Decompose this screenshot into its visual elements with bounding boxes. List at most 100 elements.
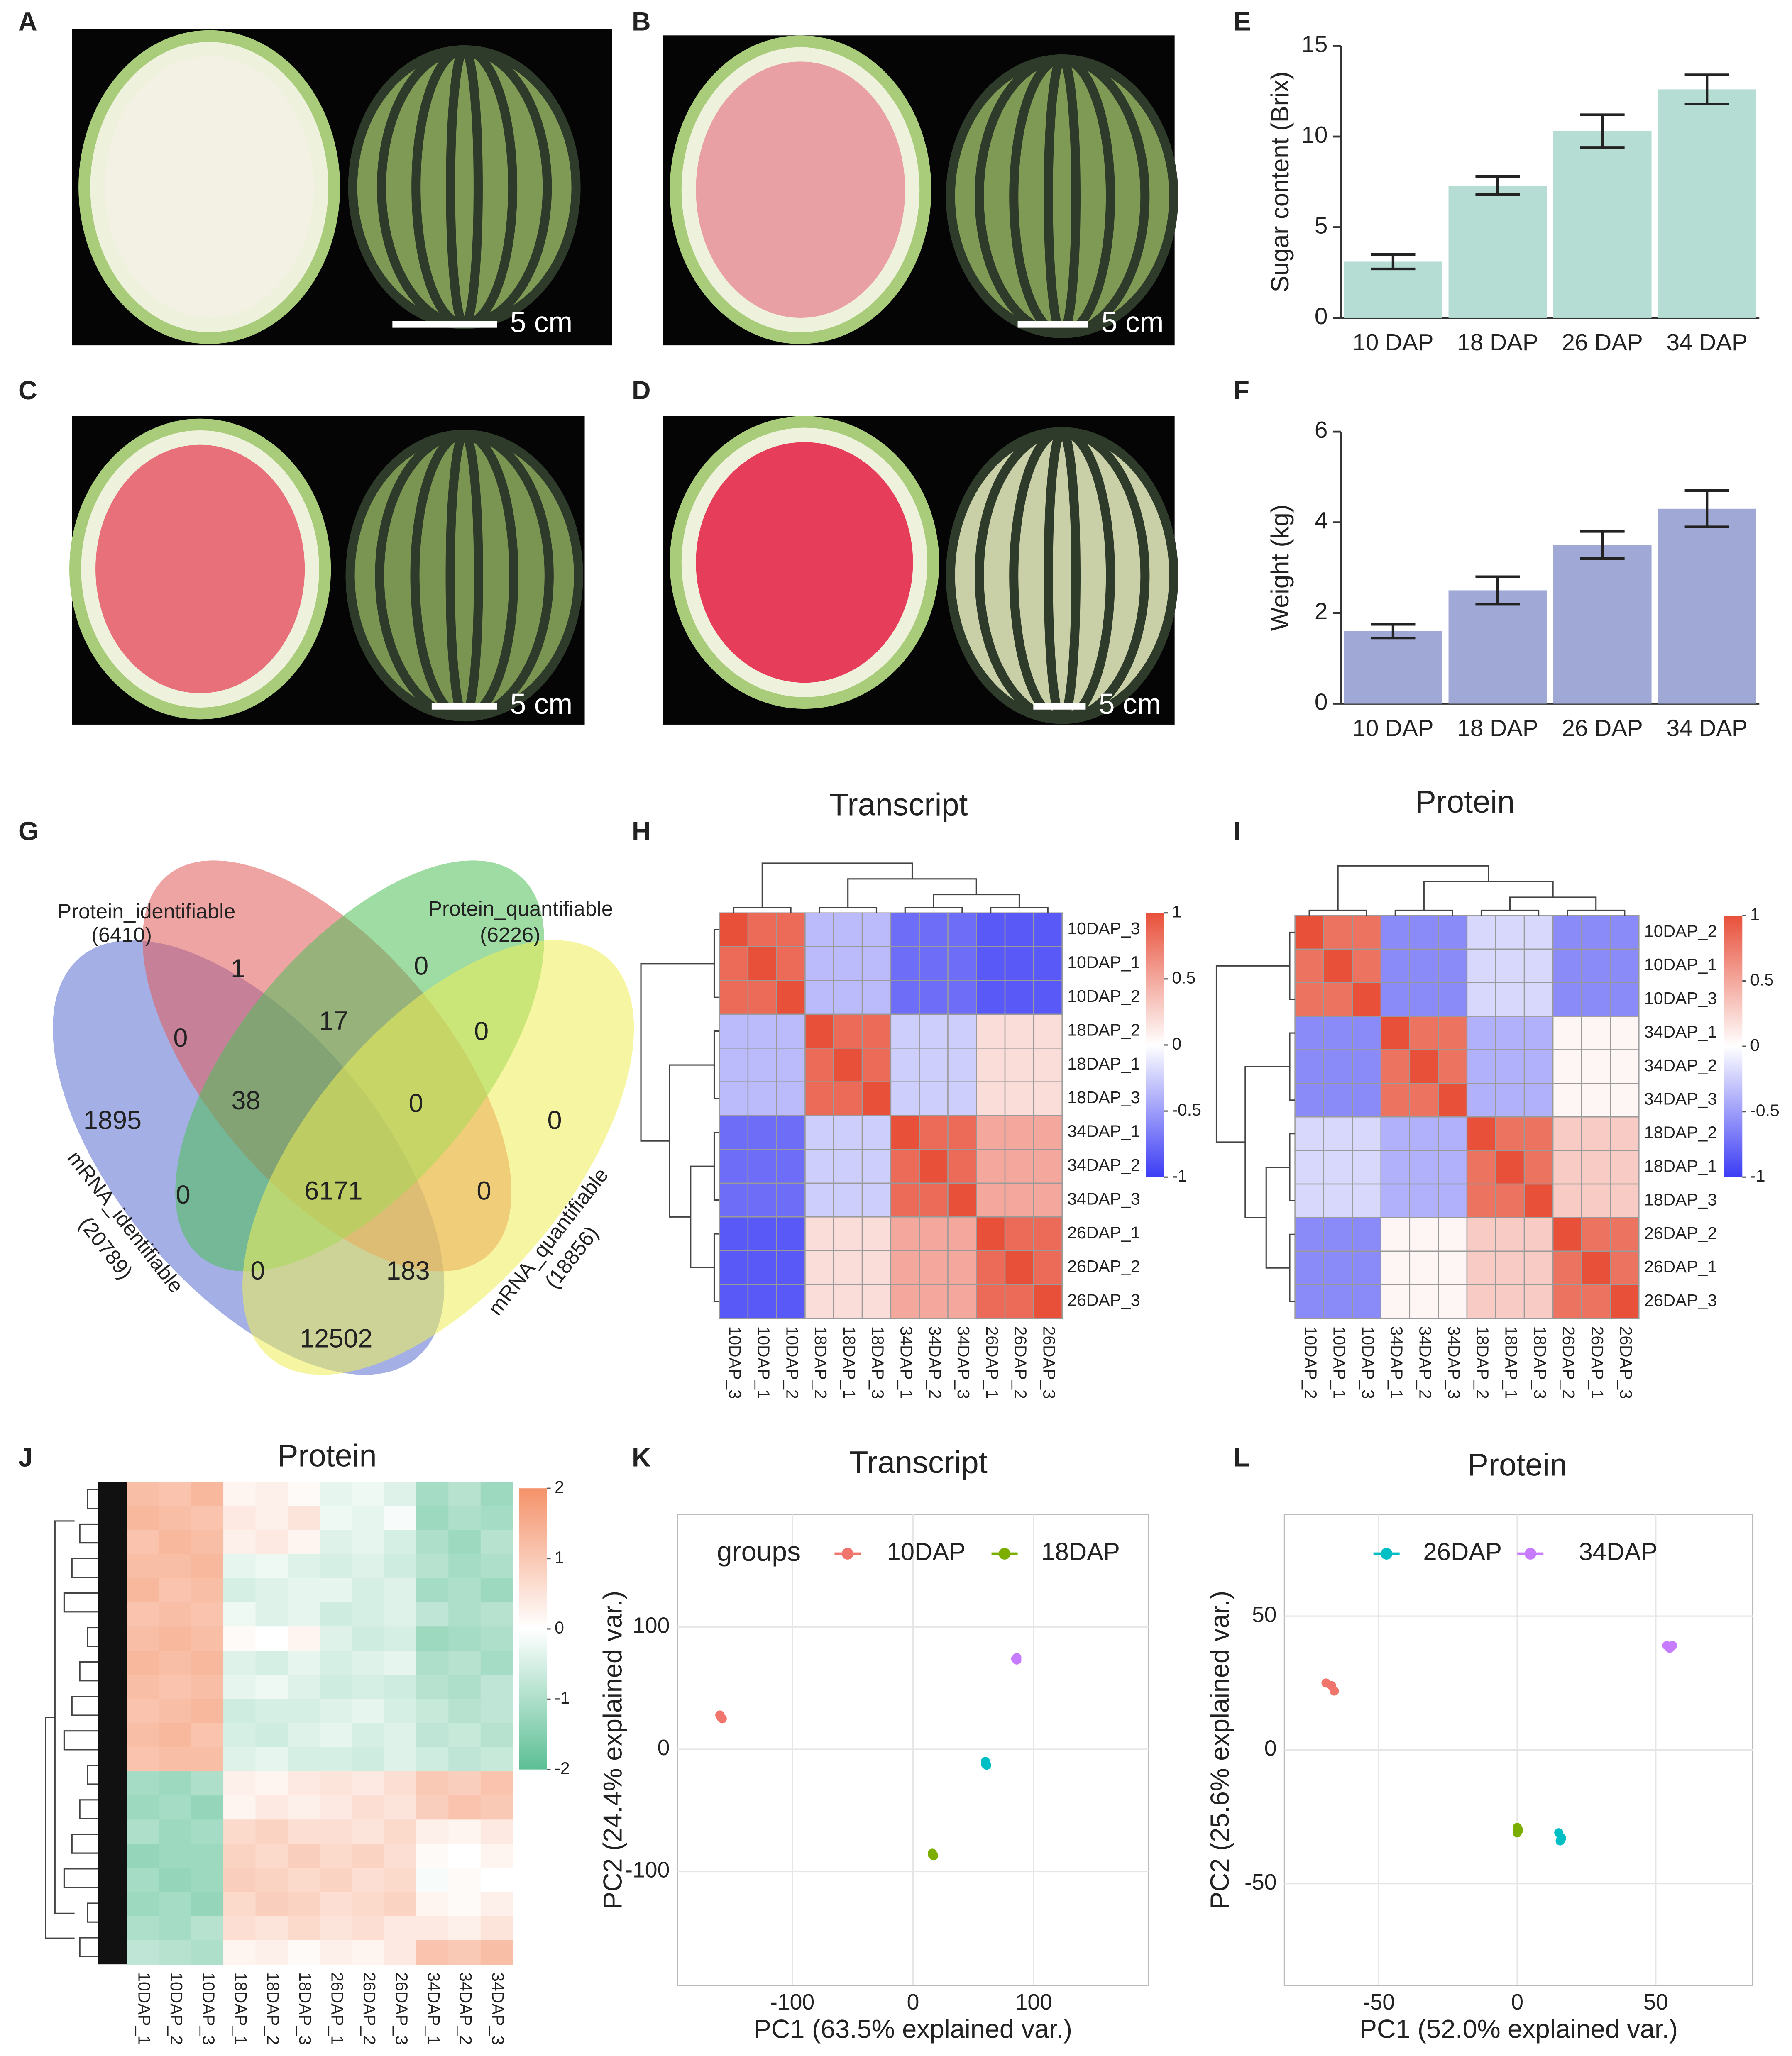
- y-tick-label: 5: [1315, 212, 1328, 239]
- panel-label: E: [1233, 7, 1251, 37]
- heatmap-cell: [861, 1182, 892, 1218]
- heatmap-cell: [1033, 946, 1063, 981]
- heatmap-cell: [480, 1554, 513, 1579]
- column-label: 34DAP_1: [424, 1972, 443, 2045]
- row-label: 18DAP_1: [1067, 1054, 1140, 1073]
- heatmap-cell: [1552, 1284, 1582, 1319]
- heatmap-cell: [833, 1013, 863, 1049]
- dendrogram: [63, 1730, 98, 1751]
- heatmap-cell: [1438, 1150, 1468, 1185]
- heatmap-cell: [191, 1771, 224, 1796]
- heatmap-cell: [776, 1081, 806, 1116]
- heatmap-cell: [223, 1626, 256, 1651]
- heatmap-cell: [480, 1482, 513, 1507]
- heatmap-cell: [833, 1216, 863, 1251]
- heatmap-cell: [191, 1699, 224, 1724]
- heatmap-cell: [1610, 1284, 1640, 1319]
- heatmap-cell: [1352, 948, 1382, 984]
- flesh: [696, 61, 905, 318]
- heatmap-cell: [1033, 1048, 1063, 1082]
- heatmap-cell: [255, 1723, 288, 1748]
- heatmap-cell: [919, 1149, 949, 1184]
- dendrogram: [713, 1233, 720, 1302]
- heatmap-cell: [448, 1940, 481, 1965]
- heatmap-cell: [804, 1182, 834, 1218]
- heatmap-cell: [861, 1284, 892, 1319]
- panel-label: J: [18, 1443, 33, 1472]
- heatmap-cell: [127, 1795, 160, 1820]
- heatmap-cell: [1294, 1116, 1324, 1151]
- heatmap-cell: [127, 1940, 160, 1965]
- x-tick-label: -100: [770, 1990, 814, 2014]
- heatmap-cell: [159, 1868, 192, 1892]
- heatmap-cell: [919, 1182, 949, 1218]
- heatmap-cell: [287, 1626, 320, 1651]
- heatmap-cell: [320, 1795, 352, 1820]
- heatmap-cell: [1610, 1049, 1640, 1084]
- dendrogram: [640, 963, 714, 1142]
- heatmap-cell: [480, 1651, 513, 1675]
- heatmap-cell: [1495, 1116, 1525, 1151]
- heatmap-cell: [1438, 948, 1468, 984]
- heatmap-cell: [1352, 1116, 1382, 1151]
- heatmap-cell: [480, 1506, 513, 1531]
- dendrogram-leaves: [98, 1482, 127, 1965]
- dendrogram: [79, 1937, 98, 1957]
- heatmap-cell: [1004, 1250, 1034, 1285]
- heatmap-cell: [1409, 1284, 1439, 1319]
- heatmap-cell: [1581, 948, 1611, 984]
- column-label: 18DAP_1: [1502, 1326, 1521, 1399]
- colorbar-label: 1: [555, 1548, 564, 1567]
- heatmap-cell: [1352, 1083, 1382, 1118]
- heatmap-cell: [861, 1048, 892, 1082]
- panel-label: B: [632, 7, 651, 37]
- heatmap-cell: [747, 1081, 777, 1116]
- column-label: 34DAP_1: [1387, 1326, 1406, 1399]
- heatmap-cell: [223, 1940, 256, 1965]
- heatmap-cell: [159, 1819, 192, 1844]
- heatmap-cell: [1380, 1250, 1411, 1285]
- heatmap-cell: [1523, 1250, 1554, 1285]
- heatmap-cell: [776, 1149, 806, 1184]
- heatmap-cell: [1409, 1150, 1439, 1185]
- heatmap-cell: [1581, 1183, 1611, 1218]
- heatmap-cell: [384, 1892, 417, 1917]
- heatmap-cell: [1552, 1183, 1582, 1218]
- heatmap-cell: [320, 1819, 352, 1844]
- y-tick-label: 6: [1315, 417, 1328, 443]
- heatmap-cell: [191, 1675, 224, 1699]
- heatmap-cell: [1438, 1083, 1468, 1118]
- scale-label: 5 cm: [1101, 306, 1164, 338]
- heatmap-cell: [976, 1081, 1006, 1116]
- heatmap-cell: [947, 1284, 977, 1319]
- dendrogram: [1265, 1167, 1290, 1269]
- colorbar-label: 0: [1750, 1035, 1760, 1055]
- heatmap-cell: [320, 1844, 352, 1868]
- heatmap-cell: [127, 1530, 160, 1555]
- heatmap-cell: [804, 946, 834, 981]
- heatmap-cell: [947, 1048, 977, 1082]
- heatmap-cell: [287, 1747, 320, 1772]
- heatmap-cell: [747, 1216, 777, 1251]
- heatmap-cell: [747, 1250, 777, 1285]
- heatmap-cell: [320, 1506, 352, 1531]
- heatmap-cell: [191, 1747, 224, 1772]
- y-tick-label: -50: [1244, 1870, 1276, 1895]
- bar: [1448, 185, 1547, 318]
- heatmap-cell: [159, 1795, 192, 1820]
- heatmap-cell: [1610, 1116, 1640, 1151]
- heatmap-cell: [352, 1602, 385, 1627]
- y-tick-label: 0: [1264, 1736, 1277, 1761]
- heatmap-cell: [448, 1506, 481, 1531]
- heatmap-cell: [223, 1482, 256, 1507]
- heatmap-cell: [1409, 915, 1439, 950]
- bar: [1553, 545, 1652, 704]
- colorbar-label: 0.5: [1750, 970, 1774, 989]
- row-label: 10DAP_3: [1644, 989, 1717, 1008]
- heatmap-cell: [1294, 1217, 1324, 1252]
- heatmap-cell: [976, 1250, 1006, 1285]
- heatmap-cell: [1409, 948, 1439, 984]
- legend-title: groups: [717, 1536, 801, 1567]
- heatmap-cell: [320, 1651, 352, 1675]
- heatmap-cell: [255, 1940, 288, 1965]
